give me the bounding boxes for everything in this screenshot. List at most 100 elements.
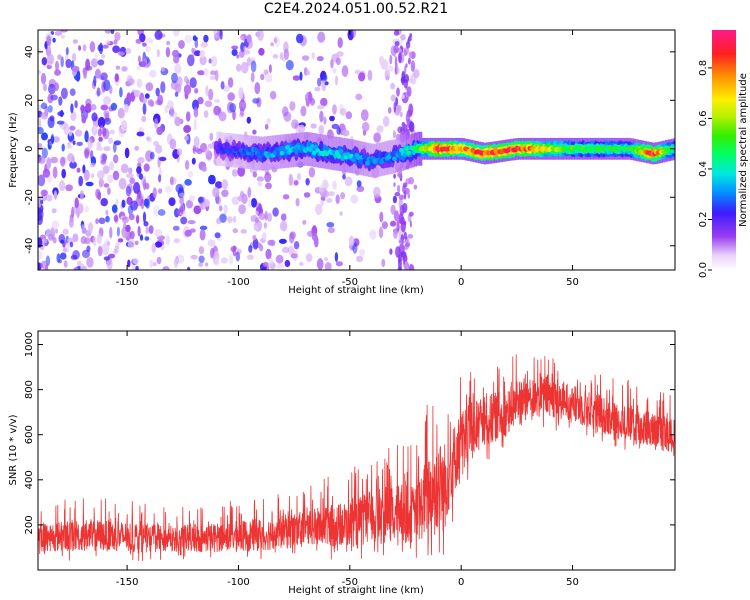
spectrogram-noise-blob [98, 42, 104, 55]
spectrogram-noise-blob [142, 103, 147, 115]
spectrogram-noise-blob [187, 220, 196, 225]
spectrogram-noise-blob [196, 148, 203, 155]
spectrogram-noise-blob [118, 177, 127, 190]
spectrogram-noise-blob [253, 225, 259, 231]
spectrogram-noise-blob [84, 130, 89, 143]
spectrogram-noise-blob [81, 265, 88, 270]
spectrogram-noise-blob [80, 105, 86, 112]
spectrogram-noise-blob [58, 96, 63, 106]
spectrogram-noise-blob [229, 103, 237, 113]
spectrogram-noise-blob [72, 140, 76, 145]
spectrogram-noise-blob [136, 166, 142, 175]
spectrogram-noise-blob [264, 172, 272, 183]
spectrogram-noise-blob [52, 236, 57, 244]
spectrogram-noise-blob [113, 214, 119, 223]
spectrogram-noise-blob [173, 238, 180, 244]
spectrogram-noise-blob [74, 197, 79, 209]
spectrogram-noise-blob [323, 74, 328, 82]
spectrogram-noise-blob [335, 194, 340, 205]
spectrogram-noise-blob [136, 131, 145, 137]
spectrogram-noise-blob [105, 39, 111, 45]
spectrogram-noise-blob [282, 194, 290, 200]
spectrogram-noise-blob [97, 191, 102, 201]
spectrogram-noise-blob [46, 157, 52, 170]
spectrogram-noise-blob [199, 49, 205, 59]
top-x-tick-label: -150 [116, 277, 139, 288]
spectrogram-noise-blob [92, 236, 97, 247]
ridge-core-segment [392, 156, 397, 162]
spectrogram-noise-blob [169, 176, 174, 186]
spectrogram-noise-blob [162, 266, 170, 270]
ridge-core-segment [365, 160, 370, 166]
spectrogram-noise-blob [49, 115, 55, 122]
spectrogram-noise-blob [38, 127, 44, 135]
spectrogram-noise-blob [354, 69, 361, 75]
spectrogram-noise-blob [125, 224, 131, 233]
top-x-tick-label: -100 [227, 277, 250, 288]
spectrogram-noise-blob [189, 228, 196, 233]
spectrogram-noise-blob [108, 137, 113, 144]
spectrogram-noise-blob [83, 69, 87, 79]
spectrogram-noise-blob [317, 31, 326, 43]
spectrogram-noise-blob [279, 220, 288, 232]
spectrogram-noise-blob [89, 41, 96, 53]
colorbar-strip [712, 30, 736, 270]
bottom-x-tick-label: 0 [458, 577, 464, 588]
spectrogram-noise-blob [227, 216, 233, 224]
spectrogram-stripe-blob [393, 30, 400, 36]
spectrogram-noise-blob [117, 107, 125, 119]
spectrogram-noise-blob [209, 132, 214, 141]
spectrogram-noise-blob [137, 225, 141, 237]
spectrogram-noise-blob [361, 109, 369, 121]
spectrogram-noise-blob [156, 256, 162, 265]
spectrogram-noise-blob [317, 105, 325, 110]
spectrogram-noise-blob [174, 63, 182, 75]
spectrogram-noise-blob [82, 249, 90, 259]
spectrogram-stripe-blob [395, 97, 398, 107]
spectrogram-noise-blob [335, 75, 338, 86]
spectrogram-noise-blob [288, 173, 293, 186]
spectrogram-noise-blob [101, 53, 106, 59]
spectrogram-noise-blob [112, 170, 120, 181]
spectrogram-noise-blob [382, 116, 390, 127]
spectrogram-stripe-blob [409, 121, 415, 133]
spectrogram-noise-blob [355, 93, 363, 101]
spectrogram-noise-blob [154, 30, 163, 40]
spectrogram-noise-blob [324, 262, 332, 270]
spectrogram-noise-blob [112, 141, 117, 153]
bottom-x-tick-label: -100 [227, 577, 250, 588]
spectrogram-noise-blob [38, 70, 42, 75]
spectrogram-noise-blob [238, 87, 244, 100]
spectrogram-noise-blob [110, 102, 118, 111]
spectrogram-noise-blob [222, 85, 230, 92]
spectrogram-noise-blob [261, 232, 267, 241]
spectrogram-noise-blob [193, 106, 199, 118]
spectrogram-stripe-blob [397, 266, 403, 270]
spectrogram-noise-blob [235, 251, 240, 262]
spectrogram-noise-blob [352, 30, 357, 38]
spectrogram-noise-blob [166, 40, 171, 46]
spectrogram-noise-blob [40, 111, 49, 120]
spectrogram-noise-blob [96, 87, 101, 97]
spectrogram-stripe-blob [400, 216, 405, 225]
spectrogram-noise-blob [95, 218, 99, 225]
spectrogram-noise-blob [69, 161, 77, 169]
spectrogram-noise-blob [390, 94, 396, 102]
spectrogram-noise-blob [61, 143, 65, 152]
spectrogram-noise-blob [59, 180, 66, 192]
spectrogram-noise-blob [65, 184, 73, 192]
spectrogram-noise-blob [55, 228, 58, 234]
spectrogram-noise-blob [214, 98, 221, 104]
spectrogram-noise-blob [91, 112, 98, 122]
spectrogram-noise-blob [310, 123, 317, 129]
spectrogram-noise-blob [54, 82, 59, 92]
spectrogram-stripe-blob [409, 33, 413, 38]
spectrogram-noise-blob [172, 30, 180, 37]
spectrogram-noise-blob [206, 153, 212, 158]
spectrogram-noise-blob [84, 205, 89, 213]
spectrogram-noise-blob [165, 235, 170, 246]
spectrogram-noise-blob [180, 205, 184, 215]
spectrogram-noise-blob [221, 189, 229, 198]
ridge-core-segment [338, 148, 344, 154]
spectrogram-noise-blob [136, 214, 140, 224]
